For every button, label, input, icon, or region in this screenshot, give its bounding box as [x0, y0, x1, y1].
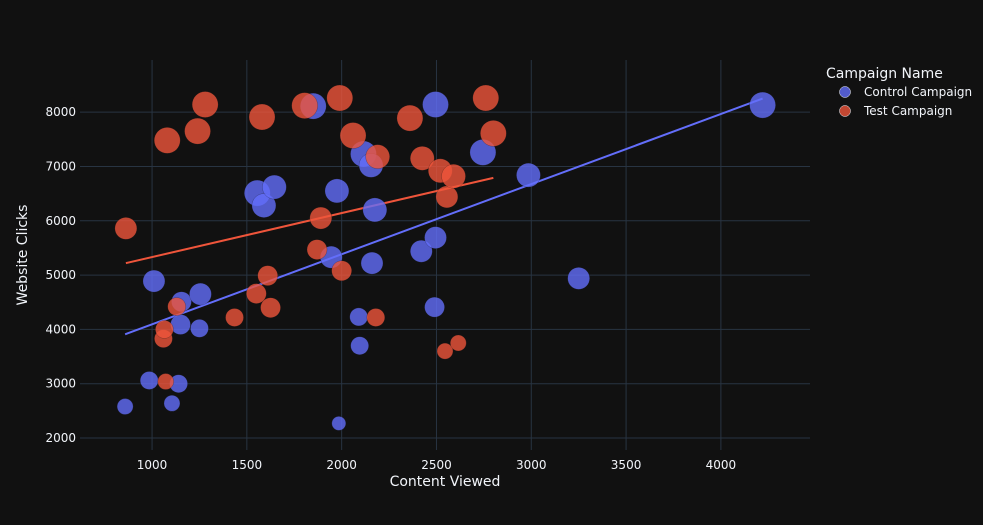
- legend-item-control[interactable]: Control Campaign: [839, 85, 973, 99]
- point-control[interactable]: [410, 239, 433, 263]
- y-tick-label: 5000: [45, 268, 76, 282]
- trendline-control: [124, 97, 763, 336]
- point-test[interactable]: [365, 144, 390, 169]
- legend-label-control: Control Campaign: [864, 85, 972, 99]
- point-test[interactable]: [155, 320, 174, 339]
- data-points: [114, 84, 776, 431]
- point-test[interactable]: [114, 217, 138, 240]
- x-tick-label: 1500: [232, 458, 263, 472]
- point-test[interactable]: [326, 84, 354, 112]
- trendline-test: [125, 176, 494, 265]
- legend-marker-control: [839, 86, 851, 98]
- legend-title: Campaign Name: [826, 66, 943, 82]
- point-control[interactable]: [362, 197, 388, 223]
- legend-item-test[interactable]: Test Campaign: [839, 104, 953, 118]
- point-test[interactable]: [260, 297, 281, 318]
- point-control[interactable]: [422, 91, 449, 118]
- point-test[interactable]: [366, 308, 386, 327]
- point-control[interactable]: [567, 267, 590, 290]
- point-test[interactable]: [153, 127, 181, 154]
- point-test[interactable]: [480, 120, 507, 147]
- y-axis-title: Website Clicks: [15, 205, 31, 306]
- legend: Campaign Name Control Campaign Test Camp…: [826, 66, 972, 118]
- trendlines: [124, 97, 763, 336]
- x-tick-label: 1000: [137, 458, 168, 472]
- point-test[interactable]: [339, 122, 367, 149]
- point-control[interactable]: [251, 193, 277, 218]
- point-control[interactable]: [424, 296, 445, 318]
- point-test[interactable]: [246, 283, 267, 304]
- x-tick-label: 2500: [421, 458, 452, 472]
- point-control[interactable]: [424, 226, 447, 249]
- point-test[interactable]: [167, 297, 186, 316]
- point-test[interactable]: [396, 104, 424, 132]
- point-test[interactable]: [191, 91, 219, 118]
- legend-marker-test: [839, 105, 851, 117]
- point-control[interactable]: [516, 162, 541, 188]
- point-test[interactable]: [184, 117, 211, 145]
- point-control[interactable]: [349, 307, 368, 327]
- point-control[interactable]: [163, 395, 181, 412]
- point-test[interactable]: [441, 163, 466, 189]
- point-test[interactable]: [157, 373, 174, 390]
- y-tick-label: 4000: [45, 322, 76, 336]
- point-control[interactable]: [331, 416, 347, 431]
- y-tick-label: 6000: [45, 214, 76, 228]
- x-tick-label: 2000: [326, 458, 357, 472]
- point-test[interactable]: [450, 334, 467, 352]
- point-control[interactable]: [142, 269, 166, 293]
- point-control[interactable]: [170, 314, 191, 335]
- legend-label-test: Test Campaign: [863, 104, 952, 118]
- y-tick-label: 7000: [45, 159, 76, 173]
- point-test[interactable]: [309, 206, 333, 230]
- point-control[interactable]: [350, 336, 369, 355]
- y-tick-label: 3000: [45, 377, 76, 391]
- point-test[interactable]: [291, 92, 318, 119]
- x-axis-title: Content Viewed: [390, 474, 501, 490]
- point-control[interactable]: [360, 251, 384, 275]
- y-tick-label: 2000: [45, 431, 76, 445]
- point-control[interactable]: [139, 371, 159, 390]
- x-tick-label: 3000: [516, 458, 547, 472]
- point-control[interactable]: [190, 319, 209, 338]
- tick-labels: 1000 1500 2000 2500 3000 3500 4000 2000 3000 4000…: [45, 105, 736, 472]
- point-test[interactable]: [225, 308, 244, 327]
- point-control[interactable]: [324, 178, 350, 204]
- point-test[interactable]: [257, 265, 278, 286]
- point-test[interactable]: [435, 185, 459, 209]
- point-test[interactable]: [472, 84, 500, 112]
- x-tick-label: 3500: [611, 458, 642, 472]
- point-test[interactable]: [306, 239, 328, 260]
- point-test[interactable]: [436, 342, 454, 360]
- point-control[interactable]: [116, 398, 134, 415]
- point-control[interactable]: [749, 91, 776, 119]
- point-control[interactable]: [189, 282, 212, 306]
- series-test: [114, 84, 507, 390]
- x-tick-label: 4000: [706, 458, 737, 472]
- point-test[interactable]: [248, 103, 276, 131]
- point-control[interactable]: [262, 174, 287, 200]
- y-tick-label: 8000: [45, 105, 76, 119]
- point-test[interactable]: [331, 260, 352, 282]
- point-test[interactable]: [409, 146, 435, 171]
